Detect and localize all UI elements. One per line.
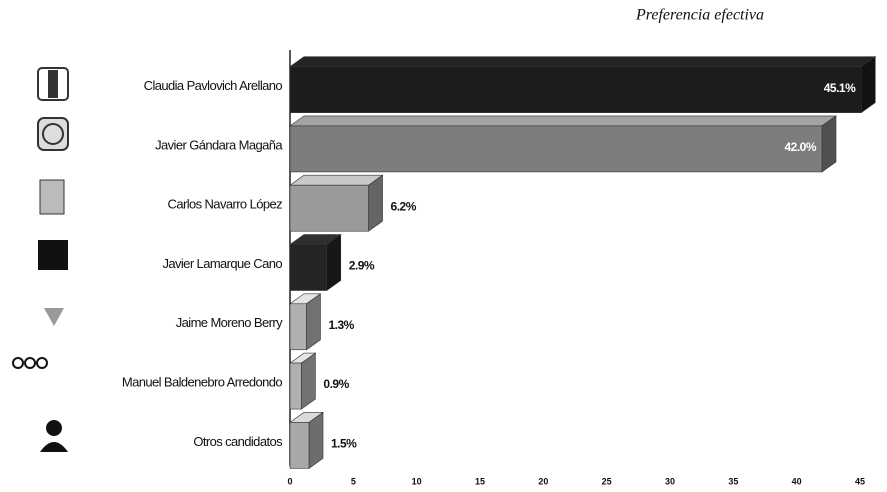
- bar-side: [326, 233, 342, 292]
- bar-top: [289, 115, 837, 127]
- logo: [48, 70, 58, 98]
- x-tick-label: 20: [538, 476, 548, 486]
- category-label: Otros candidatos: [193, 434, 283, 449]
- category-label: Carlos Navarro López: [168, 197, 283, 212]
- value-label: 45.1%: [824, 81, 856, 95]
- logo: [12, 357, 24, 369]
- category-label: Javier Gándara Magaña: [155, 137, 283, 152]
- x-tick-label: 0: [287, 476, 292, 486]
- x-tick-label: 35: [728, 476, 738, 486]
- value-label: 1.5%: [331, 437, 357, 451]
- category-label: Jaime Moreno Berry: [176, 315, 283, 330]
- bar-side: [301, 352, 316, 410]
- chart-title: Preferencia efectiva: [635, 7, 764, 24]
- x-tick-label: 40: [792, 476, 802, 486]
- party-logos: [12, 67, 69, 452]
- bar: [289, 303, 307, 351]
- value-label: 42.0%: [784, 140, 816, 154]
- logo: [46, 420, 62, 436]
- logo: [42, 123, 64, 145]
- bar-side: [860, 56, 876, 114]
- category-label: Javier Lamarque Cano: [162, 256, 282, 271]
- logo: [44, 308, 64, 326]
- bar: [289, 125, 823, 173]
- value-label: 6.2%: [391, 199, 417, 213]
- logo: [24, 357, 36, 369]
- value-label: 1.3%: [328, 318, 354, 332]
- bar: [289, 244, 328, 291]
- x-tick-label: 25: [602, 476, 612, 486]
- logo: [40, 442, 68, 452]
- bar-top: [289, 174, 384, 186]
- bar-top: [289, 56, 877, 67]
- logo: [36, 357, 48, 369]
- bar: [289, 66, 862, 113]
- logo: [38, 240, 68, 270]
- bar: [289, 362, 302, 410]
- category-label: Claudia Pavlovich Arellano: [144, 78, 283, 93]
- bar-side: [306, 293, 321, 351]
- x-tick-label: 10: [412, 476, 422, 486]
- x-tick-label: 5: [351, 476, 356, 486]
- value-label: 0.9%: [323, 377, 349, 391]
- value-label: 2.9%: [349, 259, 375, 273]
- x-tick-label: 15: [475, 476, 485, 486]
- bar: [289, 184, 369, 232]
- bar-side: [821, 115, 837, 173]
- category-label: Manuel Baldenebro Arredondo: [122, 375, 283, 390]
- bar: [289, 422, 310, 469]
- x-tick-label: 45: [855, 476, 865, 486]
- logo: [39, 179, 65, 215]
- bar-side: [368, 174, 383, 232]
- bar-side: [308, 411, 324, 469]
- x-tick-label: 30: [665, 476, 675, 486]
